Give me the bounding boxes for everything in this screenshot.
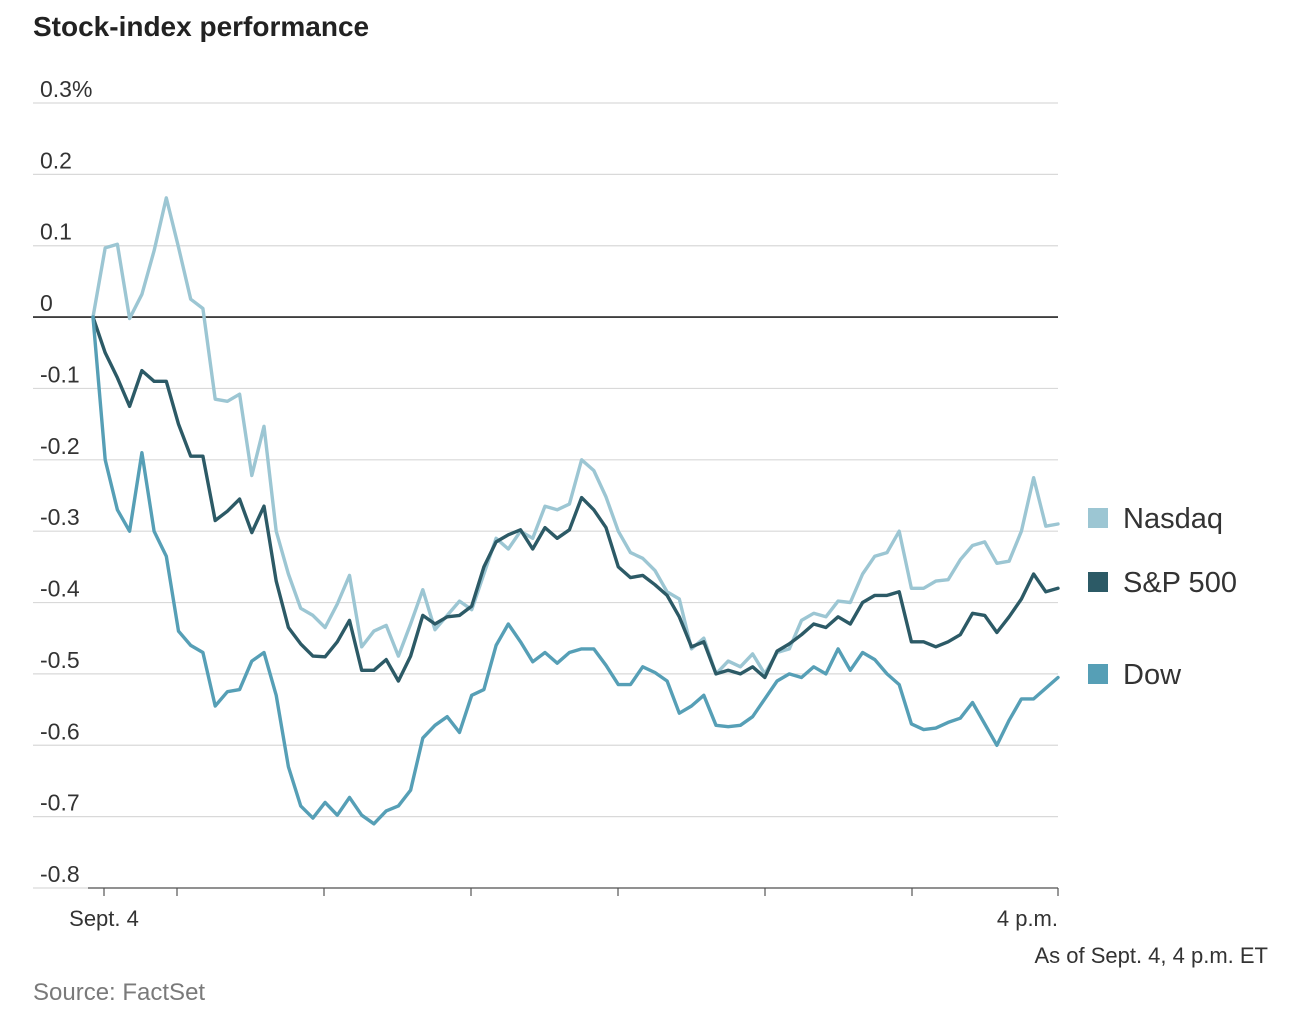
y-tick-label: 0.2 [40, 147, 72, 173]
y-tick-label: -0.2 [40, 433, 80, 459]
y-tick-label: -0.1 [40, 361, 80, 387]
series-lines [91, 196, 1060, 826]
legend-swatch [1088, 508, 1108, 528]
series-line-dow [91, 315, 1060, 826]
x-axis-ticks [103, 888, 1059, 896]
y-tick-label: 0.1 [40, 219, 72, 245]
y-tick-label: 0.3% [40, 76, 92, 102]
x-tick-label-end: 4 p.m. [997, 906, 1058, 931]
y-tick-label: -0.7 [40, 790, 80, 816]
legend-label: Dow [1123, 659, 1182, 691]
y-tick-label: -0.8 [40, 861, 80, 887]
y-tick-label: -0.6 [40, 718, 80, 744]
y-tick-label: -0.3 [40, 504, 80, 530]
legend: Nasdaq S&P 500 Dow [1088, 503, 1237, 691]
y-tick-label: -0.4 [40, 576, 80, 602]
y-axis-tick-labels: 0.3% 0.2 0.1 0 -0.1 -0.2 -0.3 -0.4 -0.5 -0.6 -0.7 -… [40, 76, 92, 887]
source-label: Source: FactSet [33, 979, 205, 1006]
chart-title: Stock-index performance [33, 11, 369, 42]
legend-label: S&P 500 [1123, 567, 1237, 599]
y-tick-label: -0.5 [40, 647, 80, 673]
gridlines [33, 102, 1058, 889]
legend-swatch [1088, 572, 1108, 592]
y-tick-label: 0 [40, 290, 53, 316]
legend-swatch [1088, 664, 1108, 684]
x-tick-label-start: Sept. 4 [69, 906, 139, 931]
series-line-s-p-500 [91, 315, 1060, 683]
as-of-note: As of Sept. 4, 4 p.m. ET [1034, 943, 1268, 968]
series-line-nasdaq [91, 196, 1060, 676]
legend-label: Nasdaq [1123, 503, 1223, 535]
